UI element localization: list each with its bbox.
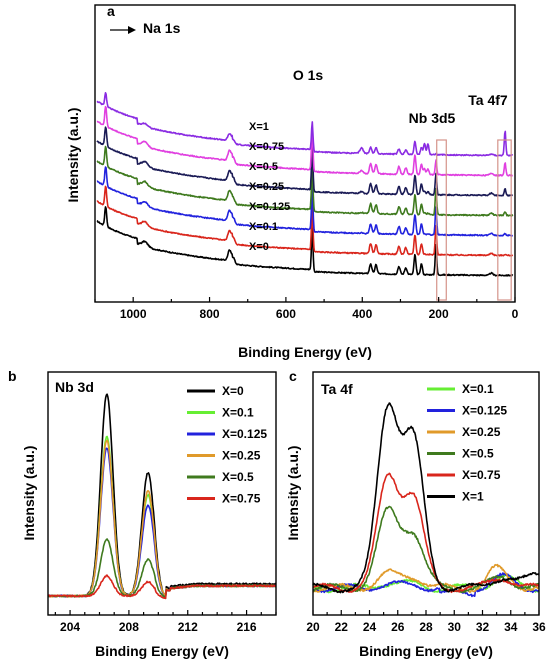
panel-b-legend-label-x-0: X=0 [222,384,244,398]
survey-line-x-0 [96,206,514,277]
panel-b-x-ticks: 204 208 212 216 [54,610,277,634]
panel-c-legend: X=0.1 X=0.125 X=0.25 X=0.5 X=0.75 X=1 [427,382,507,504]
panel-b-xlabel: Binding Energy (eV) [95,643,229,659]
panel-c-title: Ta 4f [321,381,353,397]
panel-b-legend-label-x-0-125: X=0.125 [222,427,267,441]
panel-b-title: Nb 3d [55,379,94,395]
panel-a-tick-label-400: 400 [352,307,372,321]
panel-a-tick-label-0: 0 [512,307,519,321]
annotation-nb-3d5: Nb 3d5 [409,110,456,126]
panel-b-legend: X=0 X=0.1 X=0.125 X=0.25 X=0.5 X=0.75 [187,384,267,506]
survey-line-x-0-5 [96,126,513,197]
panel-b-tick-label-216: 216 [237,620,257,634]
panel-a-plot-area [96,92,514,301]
panel-a-frame [94,4,516,303]
panel-c-xlabel: Binding Energy (eV) [359,643,493,659]
panel-c-tick-label-32: 32 [476,620,490,634]
series-label-x-0-125: X=0.125 [249,201,290,213]
panel-c-line-x-0-25 [312,563,540,593]
panel-b-letter: b [8,368,17,384]
panel-c-ylabel: Intensity (a.u.) [285,446,301,541]
panel-c-legend-label-x-0-75: X=0.75 [462,468,501,482]
panel-c-tick-label-22: 22 [335,620,349,634]
panel-c: 20 22 24 26 28 30 32 34 36 c Ta 4f Binding Energ… [285,368,546,659]
panel-c-legend-label-x-0-125: X=0.125 [462,404,507,418]
panel-a-tick-label-600: 600 [276,307,296,321]
panel-b-legend-label-x-0-25: X=0.25 [222,449,261,463]
panel-b-legend-label-x-0-5: X=0.5 [222,470,254,484]
series-label-x-0-25: X=0.25 [249,181,284,193]
panel-c-tick-label-20: 20 [306,620,320,634]
survey-line-x-0-125 [96,166,514,237]
panel-c-tick-label-26: 26 [391,620,405,634]
survey-line-x-1 [96,92,514,157]
panel-c-tick-label-34: 34 [504,620,518,634]
panel-a-letter: a [107,3,115,19]
panel-b-legend-label-x-0-75: X=0.75 [222,492,261,506]
series-label-x-0: X=0 [249,241,269,253]
panel-a: 1000 800 600 400 200 0 a Binding Energy (eV) … [65,3,519,360]
panel-b-tick-label-208: 208 [119,620,139,634]
panel-c-x-ticks: 20 22 24 26 28 30 32 34 36 [306,610,546,634]
panel-c-tick-label-28: 28 [419,620,433,634]
panel-b-tick-label-212: 212 [178,620,198,634]
panel-b: 204 208 212 216 b Nb 3d Binding Energy (eV)… [8,368,277,659]
panel-b-legend-label-x-0-1: X=0.1 [222,406,254,420]
panel-c-tick-label-24: 24 [363,620,377,634]
series-label-x-0-75: X=0.75 [249,141,284,153]
panel-a-annotations: Na 1s O 1s Nb 3d5 Ta 4f7 [110,20,508,126]
panel-a-tick-label-1000: 1000 [120,307,147,321]
survey-line-x-0-75 [96,105,513,177]
annotation-ta-4f7: Ta 4f7 [468,92,508,108]
panel-c-tick-label-30: 30 [448,620,462,634]
panel-c-legend-label-x-0-25: X=0.25 [462,425,501,439]
panel-c-legend-label-x-1: X=1 [462,490,484,504]
annotation-na-1s: Na 1s [143,20,181,36]
survey-line-x-0-25 [96,145,514,217]
panel-c-letter: c [289,368,297,384]
panel-b-plot-area [47,393,277,600]
series-label-x-0-5: X=0.5 [249,161,278,173]
panel-c-plot-area [312,402,540,598]
panel-a-tick-label-200: 200 [429,307,449,321]
panel-c-legend-label-x-0-5: X=0.5 [462,447,494,461]
panel-b-tick-label-204: 204 [60,620,80,634]
panel-a-x-ticks: 1000 800 600 400 200 0 [94,297,519,321]
panel-c-line-x-1 [312,402,540,594]
panel-c-line-x-0-125 [312,572,540,598]
panel-c-legend-label-x-0-1: X=0.1 [462,382,494,396]
panel-a-series-labels: X=0 X=0.1 X=0.125 X=0.25 X=0.5 X=0.75 X=1 [249,121,290,253]
series-label-x-0-1: X=0.1 [249,221,278,233]
panel-a-tick-label-800: 800 [200,307,220,321]
survey-line-x-0-1 [96,185,514,257]
panel-b-ylabel: Intensity (a.u.) [21,446,37,541]
panel-b-line-x-0-25 [47,439,277,598]
series-label-x-1: X=1 [249,121,269,133]
panel-a-ylabel: Intensity (a.u.) [65,108,81,203]
na-arrow-head [128,26,136,34]
highlight-box-2 [497,139,512,301]
panel-b-frame [47,371,277,616]
highlight-box-1 [436,139,447,301]
panel-c-tick-label-36: 36 [532,620,546,634]
panel-b-line-x-0-75 [47,574,277,600]
panel-a-xlabel: Binding Energy (eV) [238,344,372,360]
annotation-o-1s: O 1s [293,67,324,83]
